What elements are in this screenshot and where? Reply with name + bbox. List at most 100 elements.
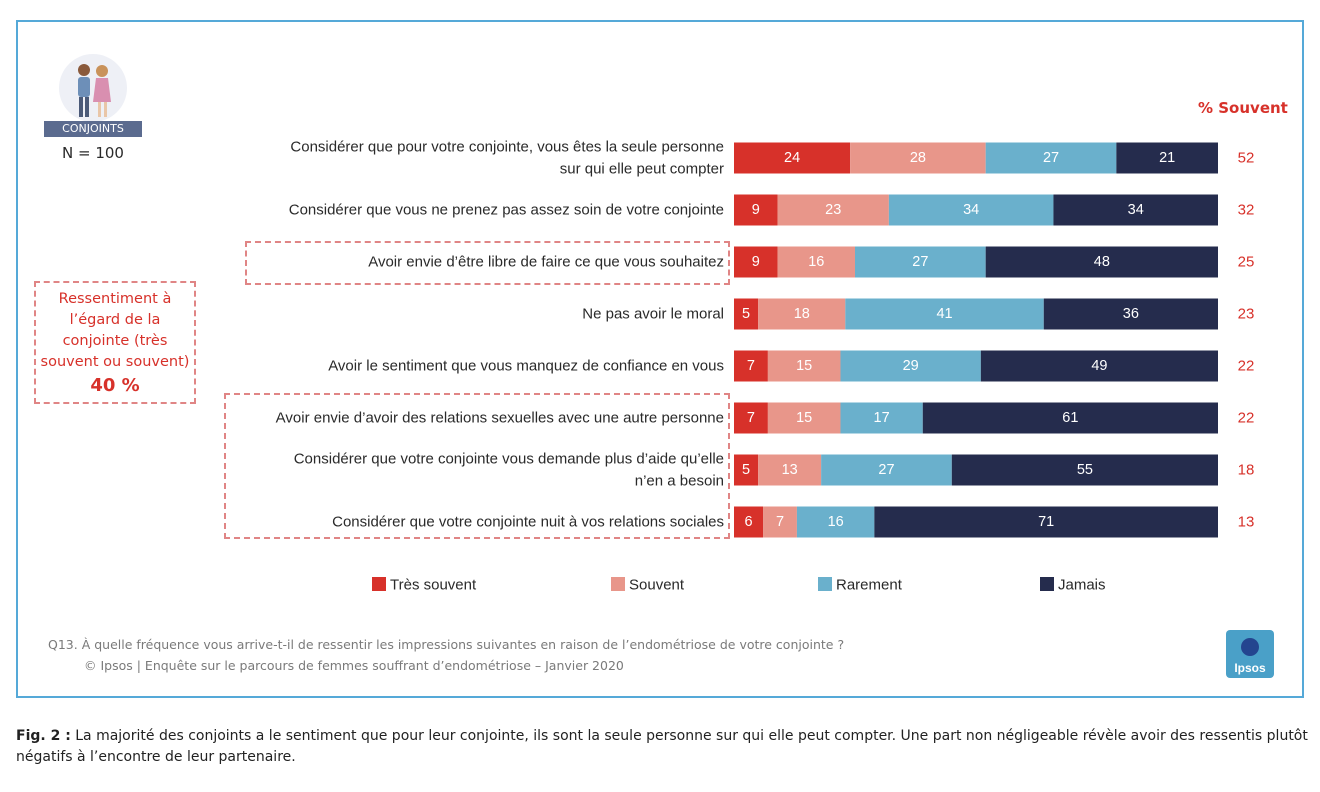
bar-segment	[763, 506, 797, 538]
souvent-total-value: 18	[1238, 462, 1255, 479]
bar-segment	[734, 454, 759, 486]
bar-segment	[985, 142, 1117, 174]
bar-segment	[796, 506, 875, 538]
bar-segment	[767, 402, 841, 434]
souvent-total-value: 22	[1238, 358, 1255, 375]
bar-value-label: 28	[910, 150, 926, 166]
category-label: Ne pas avoir le moral	[582, 306, 724, 323]
bar-segment	[951, 454, 1218, 486]
legend-swatch	[611, 577, 625, 591]
bar-value-label: 17	[874, 410, 890, 426]
bar-segment	[734, 194, 778, 226]
legend-swatch	[818, 577, 832, 591]
legend-label: Souvent	[629, 577, 685, 594]
bar-segment	[850, 142, 986, 174]
legend-swatch	[1040, 577, 1054, 591]
bar-value-label: 6	[744, 514, 752, 530]
figure-caption: Fig. 2 : La majorité des conjoints a le …	[16, 726, 1312, 768]
souvent-total-value: 13	[1238, 514, 1255, 531]
bar-segment	[840, 402, 923, 434]
bar-value-label: 27	[878, 462, 894, 478]
souvent-total-value: 25	[1238, 254, 1255, 271]
category-label: Considérer que vous ne prenez pas assez …	[289, 202, 724, 219]
chart-legend: Très souvent Souvent Rarement Jamais	[372, 577, 1106, 594]
bar-segment	[840, 350, 981, 382]
bar-value-label: 41	[936, 306, 952, 322]
bar-value-label: 23	[825, 202, 841, 218]
legend-swatch	[372, 577, 386, 591]
bar-value-label: 27	[1043, 150, 1059, 166]
caption-text: La majorité des conjoints a le sentiment…	[16, 728, 1308, 765]
bar-segment	[821, 454, 952, 486]
bar-value-label: 36	[1123, 306, 1139, 322]
highlight-box-relations	[224, 393, 730, 539]
bar-segment	[777, 194, 889, 226]
bar-segment	[985, 246, 1218, 278]
resentment-callout: Ressentiment à l’égard de la conjointe (…	[34, 281, 196, 404]
bar-value-label: 5	[742, 462, 750, 478]
category-label: n’en a besoin	[635, 473, 724, 490]
caption-label: Fig. 2 :	[16, 728, 71, 744]
bar-value-label: 13	[782, 462, 798, 478]
souvent-total-value: 32	[1238, 202, 1255, 219]
bar-value-label: 34	[963, 202, 979, 218]
category-label: Avoir envie d’avoir des relations sexuel…	[276, 410, 724, 427]
bar-value-label: 27	[912, 254, 928, 270]
bar-value-label: 9	[752, 254, 760, 270]
bar-segment	[758, 454, 822, 486]
conjoints-tag: CONJOINTS	[44, 121, 142, 137]
category-label: sur qui elle peut compter	[560, 161, 724, 178]
resentment-callout-text: Ressentiment à l’égard de la conjointe (…	[40, 291, 190, 370]
ipsos-logo-text: Ipsos	[1234, 661, 1266, 675]
bar-segment	[1043, 298, 1218, 330]
bar-value-label: 16	[828, 514, 844, 530]
bar-segment	[758, 298, 846, 330]
legend-label: Très souvent	[390, 577, 477, 594]
bar-value-label: 48	[1094, 254, 1110, 270]
bar-segment	[1116, 142, 1218, 174]
bar-segment	[734, 246, 778, 278]
bar-segment	[777, 246, 855, 278]
highlight-box-freedom	[245, 241, 730, 285]
bar-segment	[734, 402, 768, 434]
bar-value-label: 16	[808, 254, 824, 270]
bar-value-label: 18	[794, 306, 810, 322]
bar-segment	[1053, 194, 1218, 226]
souvent-total-value: 23	[1238, 306, 1255, 323]
bar-value-label: 71	[1038, 514, 1054, 530]
category-labels: Considérer que pour votre conjointe, vou…	[276, 139, 724, 531]
souvent-total-value: 52	[1238, 150, 1255, 167]
bar-value-label: 34	[1128, 202, 1144, 218]
bar-segment	[980, 350, 1218, 382]
source-note: © Ipsos | Enquête sur le parcours de fem…	[84, 658, 624, 673]
bar-value-label: 7	[747, 358, 755, 374]
legend-label: Rarement	[836, 577, 903, 594]
bar-segments: 24 28 27 219 23 34 349 16 27 485 18 41 367 15 29 497 15 1…	[734, 142, 1218, 538]
bar-segment	[734, 142, 851, 174]
figure-frame	[16, 20, 1304, 698]
resentment-callout-value: 40 %	[90, 375, 140, 396]
category-label: Avoir le sentiment que vous manquez de c…	[328, 358, 724, 375]
bar-value-label: 15	[796, 358, 812, 374]
couple-illustration	[59, 54, 127, 122]
bar-segment	[874, 506, 1218, 538]
category-label: Considérer que pour votre conjointe, vou…	[290, 139, 724, 156]
bar-segment	[855, 246, 986, 278]
bar-value-label: 9	[752, 202, 760, 218]
category-label: Considérer que votre conjointe nuit à vo…	[332, 514, 724, 531]
bar-segment	[845, 298, 1044, 330]
bar-value-label: 7	[747, 410, 755, 426]
bar-value-label: 49	[1091, 358, 1107, 374]
bar-value-label: 61	[1062, 410, 1078, 426]
souvent-column-header: % Souvent	[1198, 99, 1288, 117]
bar-value-label: 5	[742, 306, 750, 322]
bar-segment	[888, 194, 1054, 226]
souvent-total-value: 22	[1238, 410, 1255, 427]
bar-segment	[734, 506, 764, 538]
souvent-totals: 52 32 25 23 22 22 18 13	[1238, 150, 1255, 531]
bar-value-label: 29	[903, 358, 919, 374]
bar-segment	[734, 350, 768, 382]
survey-question: Q13. À quelle fréquence vous arrive-t-il…	[48, 637, 845, 652]
bar-value-label: 7	[776, 514, 784, 530]
